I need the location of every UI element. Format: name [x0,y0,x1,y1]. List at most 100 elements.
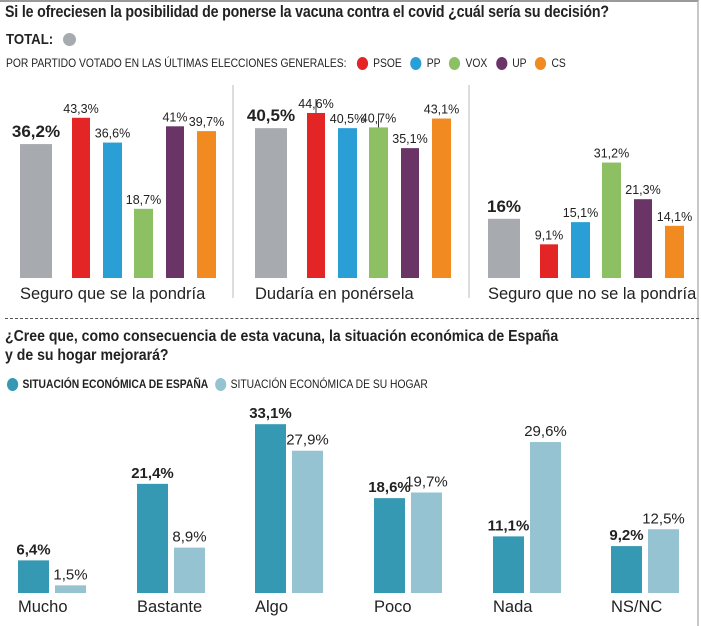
legend-label-vox: VOX [465,56,488,70]
data-label-cs-dudaria-en-ponersela: 43,1% [424,103,459,117]
bar-situacion-economica-de-espana-algo [255,424,286,593]
data-label-total-seguro-que-se-la-pondria: 36,2% [12,122,60,141]
data-label-situacion-economica-de-su-hogar-poco: 19,7% [405,474,448,491]
vaccine-decision-chart: 36,2%43,3% 36,6% 18,7% 41% 39,7% Seguro que s… [12,85,697,303]
party-legend-prefix: POR PARTIDO VOTADO EN LAS ÚLTIMAS ELECCI… [6,56,347,70]
data-label-cs-seguro-que-no-se-la-pondria: 14,1% [657,210,692,224]
legend-item-cs: CS [535,56,566,70]
data-label-situacion-economica-de-espana-nada: 11,1% [488,517,530,534]
category-label-poco: Poco [374,598,412,616]
data-label-situacion-economica-de-espana-algo: 33,1% [249,405,292,422]
data-label-situacion-economica-de-su-hogar-nada: 29,6% [524,423,567,440]
legend-label-pp: PP [426,56,441,70]
bar-pp-seguro-que-se-la-pondria [103,142,122,278]
bar-psoe-dudaria-en-ponersela [307,112,325,278]
data-label-situacion-economica-de-su-hogar-mucho: 1,5% [53,566,87,583]
question2-title-line1: ¿Cree que, como consecuencia de esta vac… [5,328,559,345]
data-label-cs-seguro-que-se-la-pondria: 39,7% [189,115,224,129]
bar-up-dudaria-en-ponersela [401,148,419,278]
legend-item-spain: SITUACIÓN ECONÓMICA DE ESPAÑA [7,377,208,391]
bar-cs-dudaria-en-ponersela [432,118,451,278]
bar-total-seguro-que-no-se-la-pondria [488,218,520,278]
bar-situacion-economica-de-espana-poco [374,498,405,593]
household-swatch-icon [215,377,227,391]
data-label-situacion-economica-de-su-hogar-algo: 27,9% [286,432,329,449]
legend-label-household: SITUACIÓN ECONÓMICA DE SU HOGAR [230,377,428,391]
psoe-swatch-icon [356,56,368,70]
legend-item-up: UP [495,56,527,70]
bar-vox-dudaria-en-ponersela [369,127,388,278]
data-label-total-seguro-que-no-se-la-pondria: 16% [487,197,521,216]
data-label-vox-seguro-que-no-se-la-pondria: 31,2% [594,147,629,161]
bar-situacion-economica-de-espana-bastante [137,483,168,593]
category-label-dudaria-en-ponersela: Dudaría en ponérsela [255,285,415,303]
data-label-up-dudaria-en-ponersela: 35,1% [392,132,427,146]
party-legend: POR PARTIDO VOTADO EN LAS ÚLTIMAS ELECCI… [6,56,566,70]
bar-situacion-economica-de-su-hogar-poco [411,492,442,593]
legend-item-pp: PP [410,56,441,70]
category-label-seguro-que-se-la-pondria: Seguro que se la pondría [20,285,206,303]
bar-cs-seguro-que-no-se-la-pondria [665,225,684,278]
data-label-situacion-economica-de-espana-mucho: 6,4% [16,541,50,558]
legend-label-psoe: PSOE [373,56,402,70]
legend-label-cs: CS [551,56,566,70]
data-label-situacion-economica-de-su-hogar-ns-nc: 12,5% [642,510,685,527]
bar-vox-seguro-que-se-la-pondria [134,208,153,278]
data-label-up-seguro-que-se-la-pondria: 41% [162,110,187,124]
category-label-ns-nc: NS/NC [611,598,662,616]
bar-pp-dudaria-en-ponersela [338,128,357,278]
question1-title: Si le ofreciesen la posibilidad de poner… [5,3,609,21]
data-label-total-dudaria-en-ponersela: 40,5% [247,106,295,125]
data-label-situacion-economica-de-espana-bastante: 21,4% [131,465,174,482]
category-label-algo: Algo [255,598,288,616]
bar-psoe-seguro-que-se-la-pondria [72,117,90,278]
bar-pp-seguro-que-no-se-la-pondria [571,222,590,278]
bar-situacion-economica-de-espana-mucho [18,560,49,593]
spain-swatch-icon [7,377,19,391]
bar-up-seguro-que-no-se-la-pondria [634,199,652,278]
total-swatch-icon [62,33,76,46]
bar-situacion-economica-de-su-hogar-ns-nc [648,529,679,593]
cs-swatch-icon [535,56,547,70]
data-label-situacion-economica-de-espana-ns-nc: 9,2% [609,527,643,544]
data-label-situacion-economica-de-su-hogar-bastante: 8,9% [172,529,206,546]
legend-label-spain: SITUACIÓN ECONÓMICA DE ESPAÑA [22,377,209,391]
bar-total-dudaria-en-ponersela [255,128,287,278]
legend-item-psoe: PSOE [356,56,402,70]
category-label-seguro-que-no-se-la-pondria: Seguro que no se la pondría [488,285,697,303]
legend-item-vox: VOX [449,56,487,70]
economy-legend: SITUACIÓN ECONÓMICA DE ESPAÑA SITUACIÓN … [7,377,435,391]
section-divider [5,318,699,319]
vox-swatch-icon [449,56,461,70]
up-swatch-icon [495,56,508,70]
data-label-vox-seguro-que-se-la-pondria: 18,7% [126,193,161,207]
legend-label-up: UP [512,56,527,70]
data-label-psoe-seguro-que-no-se-la-pondria: 9,1% [535,228,564,242]
bar-situacion-economica-de-su-hogar-nada [530,442,561,593]
total-legend: TOTAL: [6,31,76,48]
pp-swatch-icon [410,56,422,70]
question2-title: ¿Cree que, como consecuencia de esta vac… [5,327,558,365]
category-label-mucho: Mucho [18,598,68,616]
bar-vox-seguro-que-no-se-la-pondria [602,162,621,278]
bar-situacion-economica-de-su-hogar-mucho [55,585,86,593]
legend-item-household: SITUACIÓN ECONÓMICA DE SU HOGAR [215,377,428,391]
bar-situacion-economica-de-espana-nada [493,536,524,593]
data-label-pp-dudaria-en-ponersela: 40,5% [330,112,365,126]
question2-title-line2: y de su hogar mejorará? [5,347,169,364]
bar-situacion-economica-de-su-hogar-bastante [174,547,205,593]
bar-situacion-economica-de-espana-ns-nc [611,546,642,593]
category-label-bastante: Bastante [137,598,202,616]
total-label: TOTAL: [6,31,54,48]
category-label-nada: Nada [493,598,533,616]
bar-psoe-seguro-que-no-se-la-pondria [540,244,558,278]
data-label-pp-seguro-que-no-se-la-pondria: 15,1% [563,206,598,220]
economy-outlook-chart: 6,4%1,5% Mucho 21,4% 8,9% Bastante 33,1% 27,9%… [16,405,685,616]
bar-up-seguro-que-se-la-pondria [166,126,184,278]
bar-situacion-economica-de-su-hogar-algo [292,450,323,593]
data-label-up-seguro-que-no-se-la-pondria: 21,3% [625,183,660,197]
data-label-situacion-economica-de-espana-poco: 18,6% [368,479,411,496]
data-label-psoe-seguro-que-se-la-pondria: 43,3% [63,102,98,116]
bar-total-seguro-que-se-la-pondria [20,144,52,278]
